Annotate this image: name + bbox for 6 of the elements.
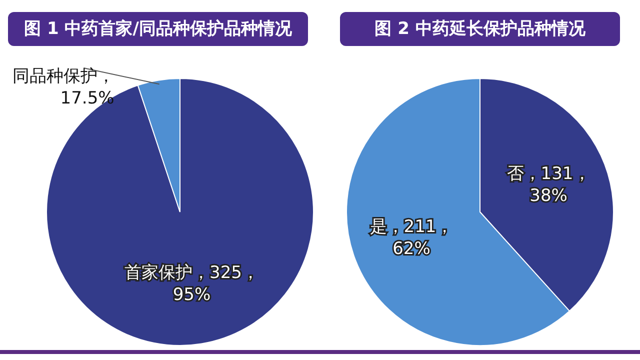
chart-title: 图 1 中药首家/同品种保护品种情况 xyxy=(8,12,308,46)
slice-label: 首家保护，325，95% xyxy=(124,262,259,305)
slice-label: 同品种保护，17.5% xyxy=(12,66,114,109)
chart-title: 图 2 中药延长保护品种情况 xyxy=(340,12,620,46)
slice-label: 是，211，62% xyxy=(370,216,454,259)
slice-label: 否，131，38% xyxy=(506,164,590,206)
